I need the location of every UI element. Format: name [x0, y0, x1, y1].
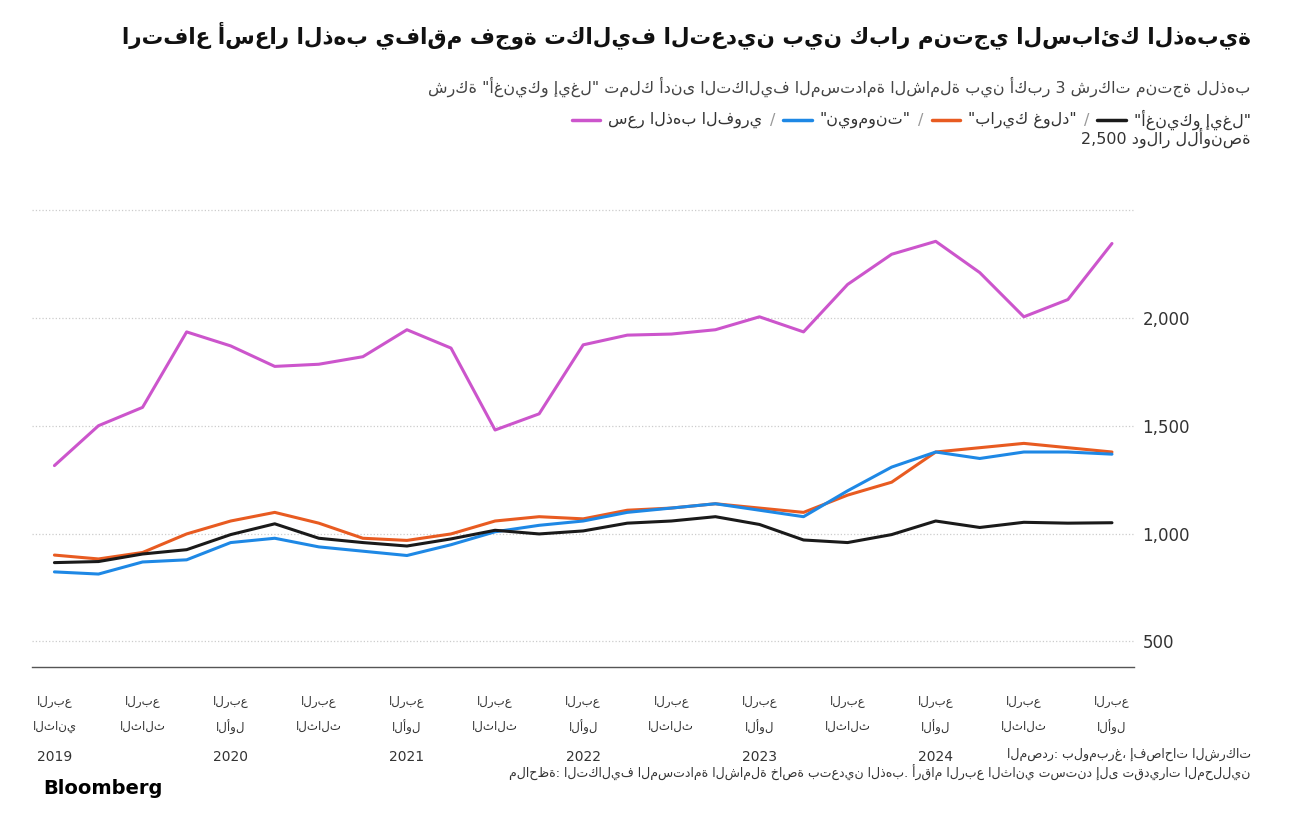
- Text: الربع: الربع: [213, 695, 249, 708]
- Text: الربع: الربع: [301, 695, 337, 708]
- Text: الأول: الأول: [921, 721, 950, 736]
- Text: الربع: الربع: [565, 695, 601, 708]
- Text: 2023: 2023: [741, 751, 778, 765]
- Text: الثالث: الثالث: [648, 721, 695, 733]
- Text: الربع: الربع: [653, 695, 689, 708]
- Text: المصدر: بلومبرغ، إفصاحات الشركات: المصدر: بلومبرغ، إفصاحات الشركات: [1007, 747, 1251, 761]
- Text: /: /: [919, 113, 924, 128]
- Text: 2020: 2020: [213, 751, 249, 765]
- Text: الربع: الربع: [36, 695, 73, 708]
- Text: الأول: الأول: [393, 721, 421, 736]
- Text: ارتفاع أسعار الذهب يفاقم فجوة تكاليف التعدين بين كبار منتجي السبائك الذهبية: ارتفاع أسعار الذهب يفاقم فجوة تكاليف الت…: [122, 21, 1251, 48]
- Text: الثالث: الثالث: [824, 721, 871, 733]
- Text: الأول: الأول: [216, 721, 245, 736]
- Text: الثاني: الثاني: [32, 721, 76, 733]
- Text: "نيومونت": "نيومونت": [819, 112, 911, 128]
- Text: 2024: 2024: [918, 751, 954, 765]
- Text: الربع: الربع: [741, 695, 778, 708]
- Text: "أغنيكو إيغل": "أغنيكو إيغل": [1134, 110, 1251, 130]
- Text: الأول: الأول: [569, 721, 597, 736]
- Text: الربع: الربع: [1094, 695, 1130, 708]
- Text: الربع: الربع: [1006, 695, 1042, 708]
- Text: الربع: الربع: [124, 695, 161, 708]
- Text: "باريك غولد": "باريك غولد": [968, 112, 1077, 128]
- Text: الأول: الأول: [1098, 721, 1126, 736]
- Text: الربع: الربع: [477, 695, 513, 708]
- Text: Bloomberg: Bloomberg: [43, 779, 162, 797]
- Text: سعر الذهب الفوري: سعر الذهب الفوري: [608, 112, 762, 128]
- Text: الأول: الأول: [745, 721, 774, 736]
- Text: الثالث: الثالث: [1001, 721, 1047, 733]
- Text: الربع: الربع: [918, 695, 954, 708]
- Text: الثالث: الثالث: [472, 721, 518, 733]
- Text: الربع: الربع: [389, 695, 425, 708]
- Text: 2022: 2022: [565, 751, 601, 765]
- Text: شركة "أغنيكو إيغل" تملك أدنى التكاليف المستدامة الشاملة بين أكبر 3 شركات منتجة ل: شركة "أغنيكو إيغل" تملك أدنى التكاليف ال…: [428, 77, 1251, 97]
- Text: الربع: الربع: [829, 695, 866, 708]
- Text: 2019: 2019: [36, 751, 73, 765]
- Text: ملاحظة: التكاليف المستدامة الشاملة خاصة بتعدين الذهب. أرقام الربع الثاني تستند إ: ملاحظة: التكاليف المستدامة الشاملة خاصة …: [509, 765, 1251, 781]
- Text: الثالث: الثالث: [295, 721, 342, 733]
- Text: 2021: 2021: [389, 751, 425, 765]
- Text: /: /: [770, 113, 775, 128]
- Text: 2,500 دولار للأونصة: 2,500 دولار للأونصة: [1081, 128, 1251, 148]
- Text: الثالث: الثالث: [119, 721, 166, 733]
- Text: /: /: [1085, 113, 1090, 128]
